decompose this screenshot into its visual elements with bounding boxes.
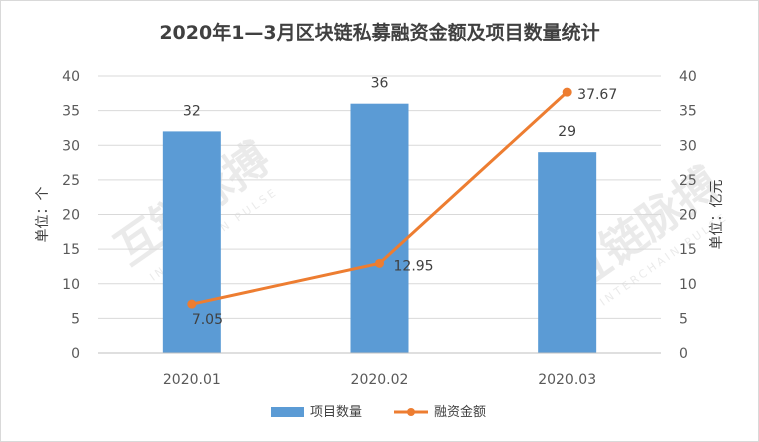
x-tick-label: 2020.02 [351, 372, 409, 388]
bar-data-label: 29 [558, 124, 576, 140]
axes: 0 5 10 15 20 25 30 35 40 0 5 10 15 20 25 30 35 40 2020.01 2… [35, 69, 725, 388]
y-right-axis-label: 单位：亿元 [709, 180, 725, 250]
legend: 项目数量 融资金额 [271, 404, 486, 420]
x-tick-label: 2020.01 [163, 372, 221, 388]
y-right-tick-label: 25 [679, 173, 697, 189]
y-right-tick-label: 10 [679, 277, 697, 293]
bar-series [162, 103, 597, 353]
y-right-tick-label: 15 [679, 242, 697, 258]
y-tick-label: 30 [62, 138, 80, 154]
y-tick-label: 20 [62, 208, 80, 224]
legend-swatch-bar [271, 407, 304, 417]
legend-label-bar: 项目数量 [310, 405, 362, 420]
line-point [375, 258, 384, 268]
legend-label-line: 融资金额 [434, 404, 486, 420]
y-tick-label: 15 [62, 242, 80, 258]
y-right-tick-label: 0 [679, 346, 688, 362]
y-tick-label: 25 [62, 173, 80, 189]
line-point [562, 87, 572, 97]
bar [350, 103, 409, 353]
y-tick-label: 0 [71, 346, 80, 362]
bar-data-label: 36 [371, 76, 389, 92]
x-tick-label: 2020.03 [538, 372, 596, 388]
line-data-label: 7.05 [192, 312, 223, 328]
legend-marker-line [407, 408, 415, 416]
y-right-tick-label: 35 [679, 104, 697, 120]
line-data-label: 12.95 [394, 258, 434, 274]
line-point [187, 299, 197, 309]
chart-title: 2020年1—3月区块链私募融资金额及项目数量统计 [159, 22, 600, 44]
y-tick-label: 35 [62, 104, 80, 120]
y-tick-label: 10 [62, 277, 80, 293]
bar [162, 131, 221, 353]
line-series [187, 87, 572, 309]
y-axis-label: 单位：个 [35, 187, 51, 243]
y-tick-label: 40 [62, 69, 80, 85]
y-right-tick-label: 5 [679, 311, 688, 327]
y-tick-label: 5 [71, 311, 80, 327]
data-labels: 32 36 29 7.05 12.95 37.67 [183, 76, 617, 328]
bar [538, 152, 597, 353]
y-right-tick-label: 30 [679, 138, 697, 154]
y-right-tick-label: 40 [679, 69, 697, 85]
y-right-tick-label: 20 [679, 208, 697, 224]
bar-data-label: 32 [183, 103, 201, 119]
line-data-label: 37.67 [577, 87, 617, 103]
